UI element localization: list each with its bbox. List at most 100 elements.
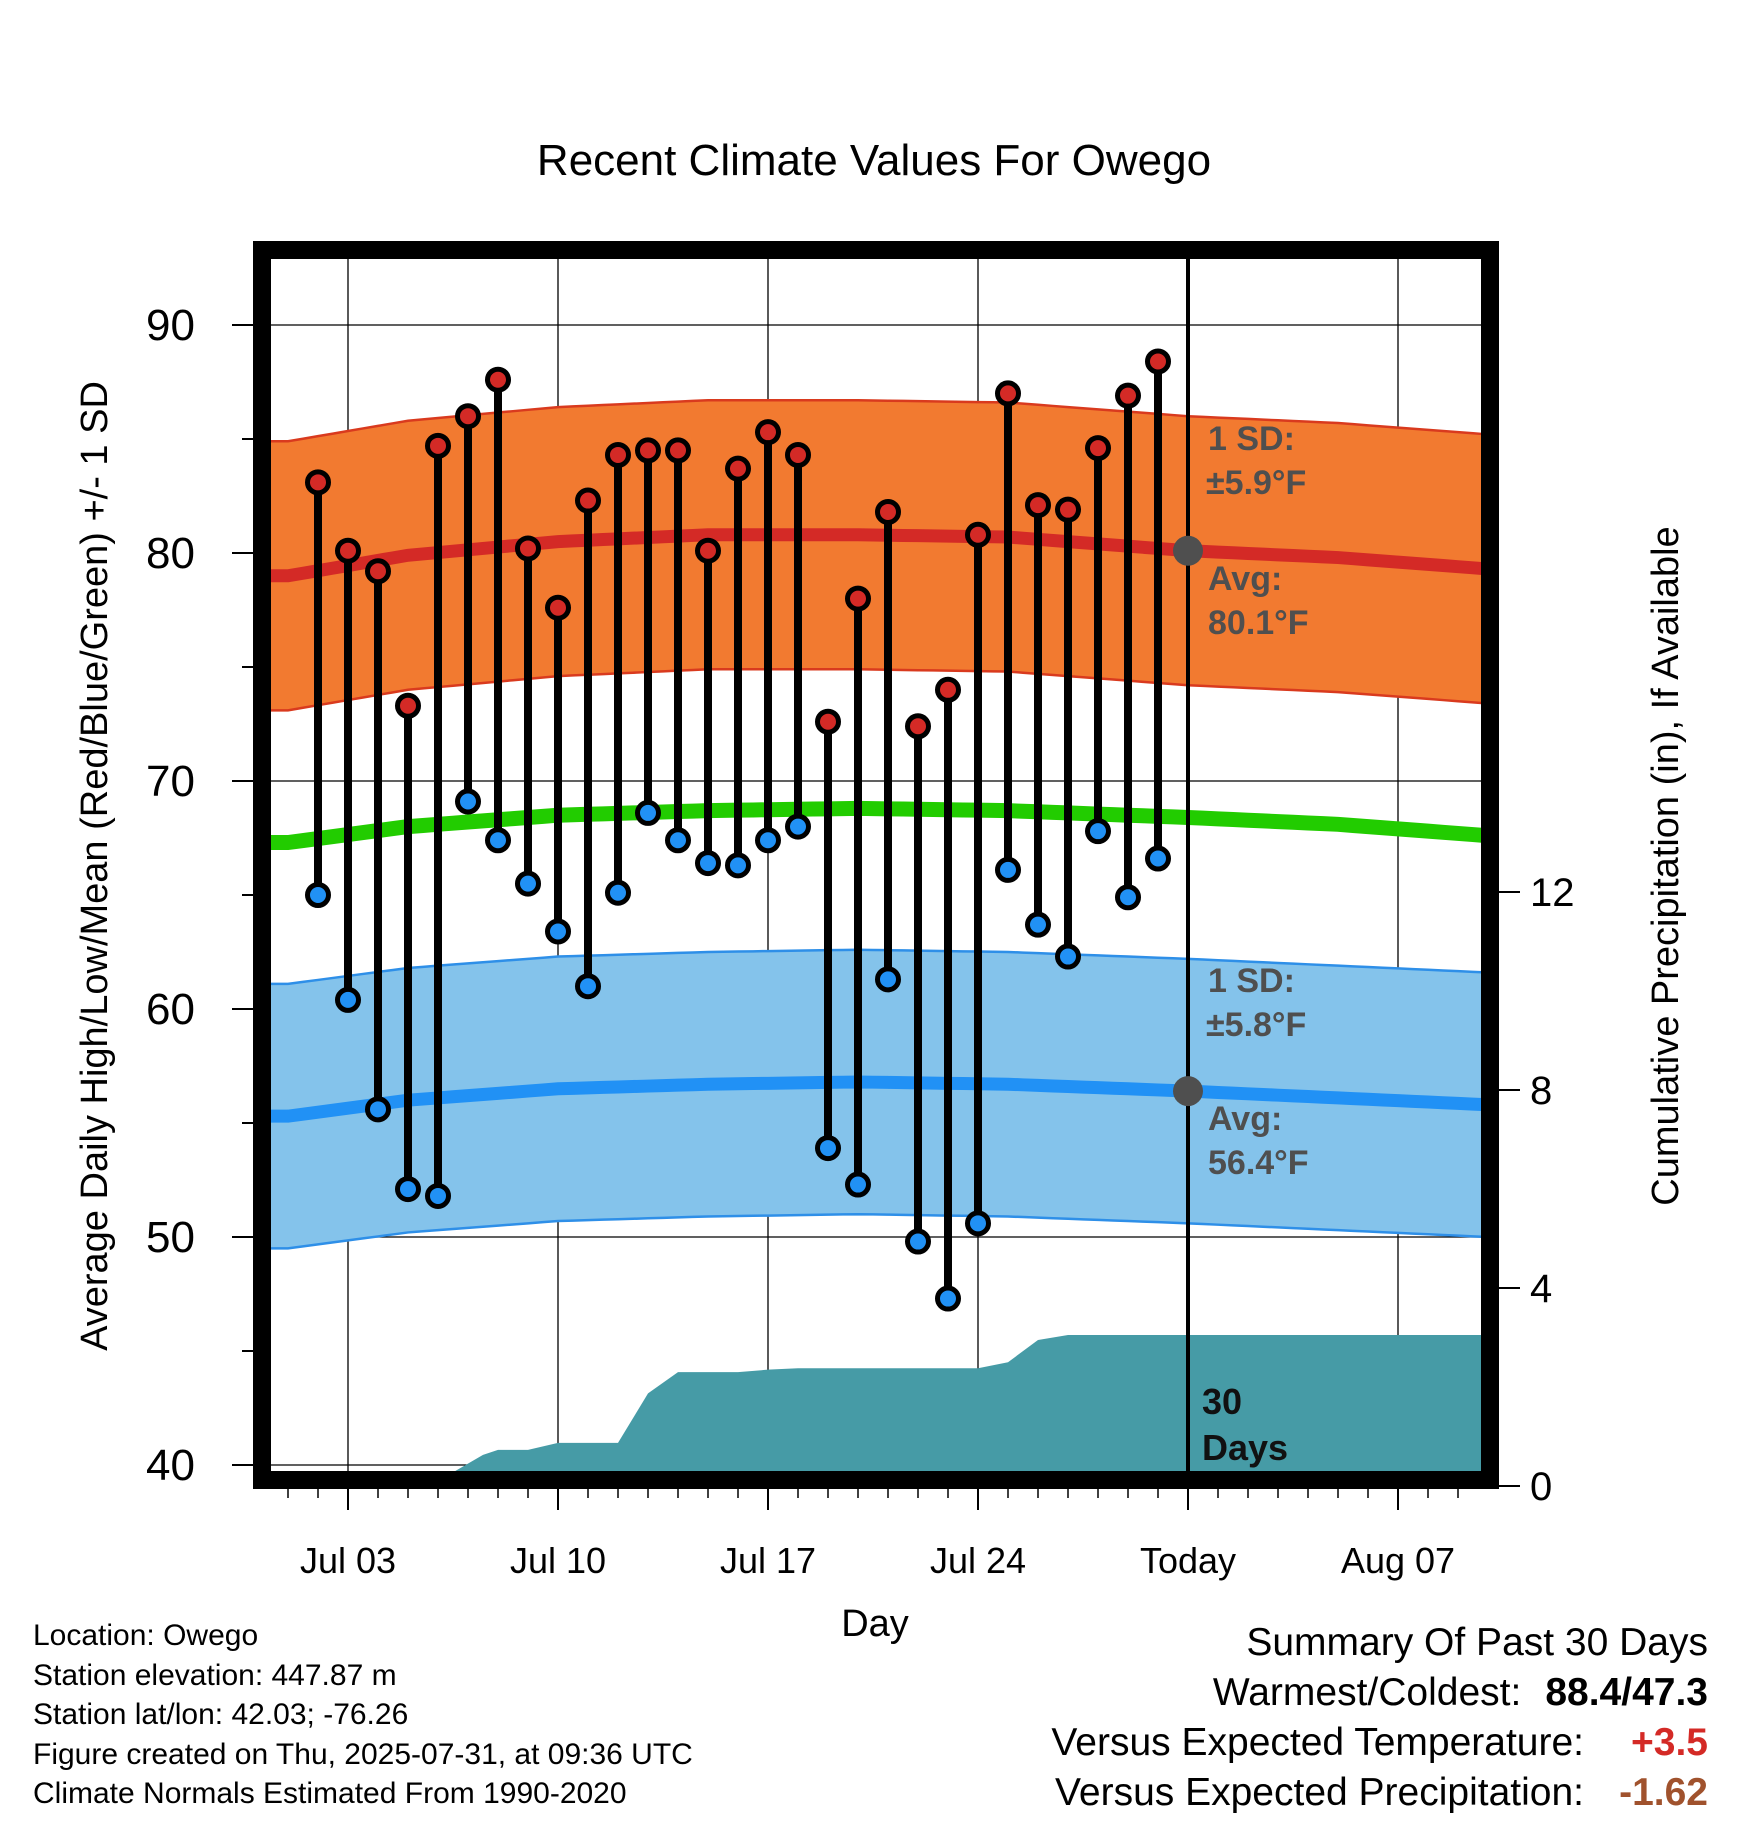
daily-low-point <box>545 918 571 945</box>
period-label-number: 30 <box>1202 1381 1242 1422</box>
temp-anomaly-label: Versus Expected Temperature: <box>1051 1721 1584 1764</box>
daily-high-point <box>575 487 601 514</box>
daily-low-point <box>335 986 361 1013</box>
daily-high-point <box>965 521 991 548</box>
daily-low-point <box>1145 845 1171 872</box>
y-tick-label: 70 <box>146 757 195 806</box>
temp-anomaly-value: +3.5 <box>1631 1721 1708 1764</box>
daily-low-point <box>485 827 511 854</box>
x-tick-label: Jul 03 <box>300 1540 396 1581</box>
x-axis-label: Day <box>841 1603 909 1645</box>
y-tick-label: 90 <box>146 301 195 350</box>
created-text: Figure created on Thu, 2025-07-31, at 09… <box>33 1737 693 1771</box>
daily-low-point <box>725 852 751 879</box>
daily-low-point <box>605 879 631 906</box>
daily-low-point <box>1115 884 1141 911</box>
warm-cold-row: Warmest/Coldest: 88.4/47.3 <box>1051 1668 1708 1718</box>
daily-bars <box>305 348 1171 1312</box>
daily-high-point <box>395 692 421 719</box>
daily-high-point <box>695 537 721 564</box>
summary-title: Summary Of Past 30 Days <box>1246 1621 1708 1664</box>
daily-low-point <box>425 1182 451 1209</box>
daily-low-point <box>755 827 781 854</box>
x-tick-label: Jul 17 <box>720 1540 816 1581</box>
plot-frame <box>253 241 1499 1489</box>
daily-high-point <box>335 537 361 564</box>
daily-low-point <box>665 827 691 854</box>
precip-area <box>439 1335 1488 1480</box>
daily-high-point <box>515 535 541 562</box>
band-annotations: 1 SD: ±5.9°F Avg: 80.1°F 1 SD: ±5.8°F Av… <box>1202 420 1309 1468</box>
low-sd-upper-edge <box>262 948 1489 986</box>
x-tick-label: Jul 24 <box>930 1540 1026 1581</box>
daily-low-point <box>1055 943 1081 970</box>
daily-high-point <box>425 432 451 459</box>
daily-low-point <box>395 1176 421 1203</box>
daily-low-point <box>695 850 721 877</box>
daily-low-point <box>575 973 601 1000</box>
warm-cold-value: 88.4/47.3 <box>1545 1671 1708 1714</box>
axes: 40 50 60 70 80 90 0 4 8 12 Jul 03 Jul 10 Jul 17 Jul 2… <box>146 301 1574 1581</box>
low-sd-value: ±5.8°F <box>1206 1006 1306 1044</box>
y2-axis-label: Cumulative Precipitation (in), If Availa… <box>1645 526 1687 1205</box>
today-high-avg-dot <box>1173 535 1203 566</box>
today-marker <box>1173 250 1203 1480</box>
low-avg-value: 56.4°F <box>1208 1144 1309 1182</box>
daily-high-point <box>1025 492 1051 519</box>
daily-low-point <box>635 799 661 826</box>
daily-high-point <box>365 558 391 585</box>
daily-high-point <box>1115 382 1141 409</box>
daily-high-point <box>995 380 1021 407</box>
daily-low-point <box>845 1171 871 1198</box>
high-sd-value: ±5.9°F <box>1206 464 1306 502</box>
precipitation <box>439 1335 1488 1480</box>
normals-text: Climate Normals Estimated From 1990-2020 <box>33 1777 627 1810</box>
y2-tick-label: 0 <box>1530 1465 1552 1509</box>
daily-low-point <box>905 1228 931 1255</box>
y-axis-label: Average Daily High/Low/Mean (Red/Blue/Gr… <box>74 381 116 1351</box>
daily-high-point <box>785 441 811 468</box>
daily-high-point <box>1145 348 1171 375</box>
low-avg-label: Avg: <box>1208 1100 1282 1138</box>
warm-cold-label: Warmest/Coldest: <box>1212 1671 1522 1714</box>
daily-high-point <box>905 713 931 740</box>
precip-anomaly-row: Versus Expected Precipitation: -1.62 <box>1051 1768 1708 1818</box>
daily-high-point <box>1085 435 1111 462</box>
summary-panel: Summary Of Past 30 Days Warmest/Coldest:… <box>1051 1618 1708 1818</box>
daily-high-point <box>875 498 901 525</box>
daily-low-point <box>455 788 481 815</box>
daily-low-point <box>785 813 811 840</box>
elevation-text: Station elevation: 447.87 m <box>33 1658 397 1692</box>
daily-low-point <box>995 856 1021 883</box>
y-tick-label: 50 <box>146 1213 195 1262</box>
y2-tick-label: 12 <box>1530 871 1575 915</box>
normal-mean-line <box>262 800 1489 851</box>
daily-high-point <box>665 437 691 464</box>
low-sd-label: 1 SD: <box>1208 962 1295 1000</box>
low-sd-lower-edge <box>262 1212 1489 1250</box>
daily-high-point <box>935 676 961 703</box>
precip-anomaly-label: Versus Expected Precipitation: <box>1055 1771 1584 1814</box>
daily-low-point <box>515 870 541 897</box>
daily-high-point <box>455 403 481 430</box>
low-sd-band <box>262 949 1488 1249</box>
normal-bands <box>262 398 1489 1250</box>
precip-anomaly-value: -1.62 <box>1619 1771 1708 1814</box>
station-info: Location: Owego Station elevation: 447.8… <box>33 1616 693 1814</box>
latlon-text: Station lat/lon: 42.03; -76.26 <box>33 1698 409 1731</box>
today-low-avg-dot <box>1173 1076 1203 1107</box>
daily-high-point <box>725 455 751 482</box>
daily-low-point <box>875 966 901 993</box>
daily-high-point <box>485 366 511 393</box>
daily-high-point <box>545 594 571 621</box>
daily-high-point <box>305 469 331 496</box>
y-tick-label: 40 <box>146 1441 195 1490</box>
temp-anomaly-row: Versus Expected Temperature: +3.5 <box>1051 1718 1708 1768</box>
y-tick-label: 80 <box>146 529 195 578</box>
normal-low-line <box>262 1075 1489 1123</box>
daily-low-point <box>1025 911 1051 938</box>
daily-high-point <box>605 441 631 468</box>
location-text: Location: Owego <box>33 1619 259 1652</box>
x-tick-label: Aug 07 <box>1341 1540 1455 1581</box>
